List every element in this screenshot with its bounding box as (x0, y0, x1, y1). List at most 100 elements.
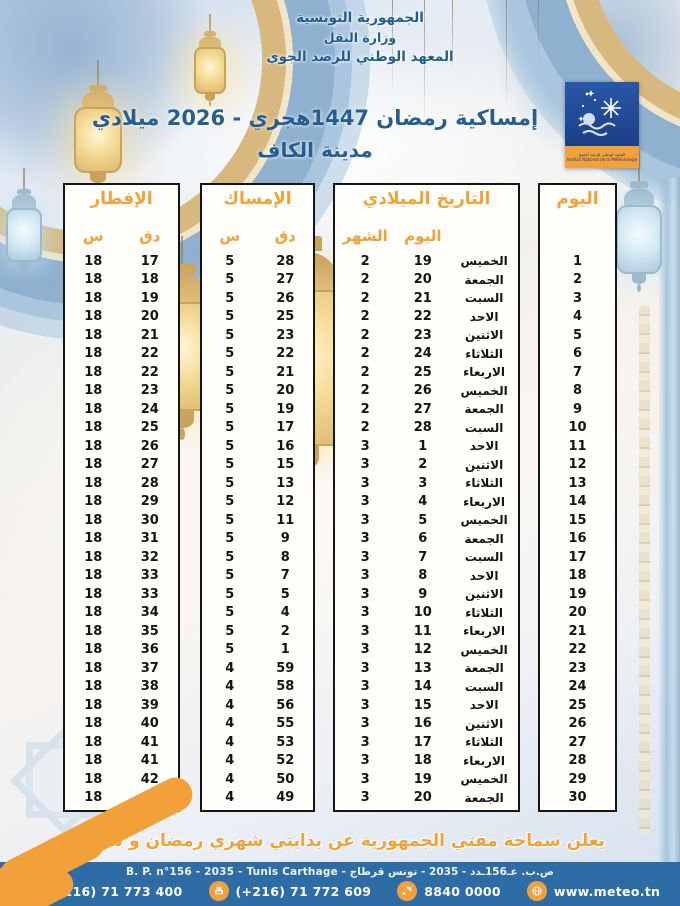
cell: 18 (84, 327, 103, 343)
table-row: 3 3 الثلاثاء (335, 474, 518, 493)
cell: 10 (413, 605, 432, 621)
cell: 3 (360, 790, 370, 806)
cell: 59 (276, 660, 295, 676)
cell: الاحد (469, 439, 499, 454)
cell: 24 (140, 401, 159, 417)
cell: 16 (276, 438, 295, 454)
cell: 41 (140, 734, 159, 750)
cell: 11 (568, 438, 587, 454)
org-ministry: وزارة النقل (323, 30, 397, 45)
cell: الثلاثاء (465, 605, 503, 620)
table-row: 1 (540, 252, 615, 271)
table-row: 4 50 (202, 770, 313, 789)
cell: 3 (360, 438, 370, 454)
cell: الاربعاء (463, 365, 506, 380)
table-row: 5 16 (202, 437, 313, 456)
contacts-row: (+216) 71 773 400 (+216) 71 772 609 8840… (0, 881, 680, 901)
cell: 5 (225, 457, 235, 473)
cell: 18 (84, 272, 103, 288)
cell: 11 (413, 623, 432, 639)
table-row: 18 41 (65, 752, 178, 771)
table-row: 7 (540, 363, 615, 382)
phone-number: (+216) 71 773 400 (46, 883, 183, 899)
cell: 33 (140, 568, 159, 584)
cell: 33 (140, 586, 159, 602)
cell: 18 (84, 660, 103, 676)
table-row: 5 19 (202, 400, 313, 419)
table-row: 2 24 الثلاثاء (335, 345, 518, 364)
cell: السبت (464, 420, 504, 435)
table-row: 3 19 الخميس (335, 770, 518, 789)
cell: 5 (225, 253, 235, 269)
cell: 6 (572, 346, 583, 362)
table-row: 18 30 (65, 511, 178, 530)
cell: 15 (568, 512, 587, 528)
table-row: 5 (540, 326, 615, 345)
cell: 4 (225, 697, 235, 713)
cell: 12 (413, 642, 432, 658)
cell: 2 (280, 623, 290, 639)
table-row: 19 (540, 585, 615, 604)
table-row: 18 21 (65, 326, 178, 345)
cell: 5 (225, 549, 235, 565)
cell: الاربعاء (463, 753, 506, 768)
cell: 5 (225, 290, 235, 306)
cell: 21 (140, 327, 159, 343)
cell: الاربعاء (463, 494, 506, 509)
table-row: 3 (540, 289, 615, 308)
cell: 9 (572, 401, 583, 417)
cell: 21 (568, 623, 587, 639)
cell: 17 (568, 549, 587, 565)
table-row: 18 24 (65, 400, 178, 419)
cell: 39 (140, 697, 159, 713)
table-row: 3 2 الاثنين (335, 456, 518, 475)
cell: 18 (84, 457, 103, 473)
cell: 17 (140, 253, 159, 269)
cell: 18 (84, 309, 103, 325)
cell: 8 (572, 383, 583, 399)
table-row: 2 22 الاحد (335, 308, 518, 327)
table-row: 10 (540, 419, 615, 438)
logo-name-band: المعهد الوطني للرصد الجوي Institut Natio… (565, 146, 639, 168)
cell: 5 (225, 512, 235, 528)
logo-caption-fr: Institut National de la Météorologie (566, 157, 638, 162)
table-row: 5 26 (202, 289, 313, 308)
cell: 4 (225, 771, 235, 787)
cell: 3 (360, 716, 370, 732)
cell: 3 (360, 734, 370, 750)
cell: 3 (360, 753, 370, 769)
minutes-subheader: دق (274, 226, 296, 245)
cell: 5 (225, 383, 235, 399)
cell: 5 (225, 475, 235, 491)
cell: 27 (413, 401, 432, 417)
table-row: 18 22 (65, 363, 178, 382)
cell: 5 (225, 623, 235, 639)
cell: 18 (84, 290, 103, 306)
cell: 18 (84, 605, 103, 621)
table-row: 3 15 الاحد (335, 696, 518, 715)
cell: الخميس (460, 383, 508, 398)
cell: 19 (140, 290, 159, 306)
cell: 36 (140, 642, 159, 658)
cell: 35 (140, 623, 159, 639)
handset-icon (397, 881, 418, 901)
table-row: 4 56 (202, 696, 313, 715)
cell: الخميس (460, 642, 508, 657)
table-row: 3 11 الاربعاء (335, 622, 518, 641)
cell: 16 (568, 531, 587, 547)
cell: 22 (140, 364, 159, 380)
cell: 5 (225, 568, 235, 584)
table-row: 3 17 الثلاثاء (335, 733, 518, 752)
table-row: 2 21 السبت (335, 289, 518, 308)
table-row: 4 55 (202, 715, 313, 734)
cell: 49 (276, 790, 295, 806)
cell: 22 (276, 346, 295, 362)
cell: 7 (280, 568, 290, 584)
cell: 34 (140, 605, 159, 621)
cell: 24 (413, 346, 432, 362)
table-row: 18 39 (65, 696, 178, 715)
cell: 26 (568, 716, 587, 732)
table-row: 21 (540, 622, 615, 641)
contact-fax: (+216) 71 772 609 (208, 881, 372, 901)
